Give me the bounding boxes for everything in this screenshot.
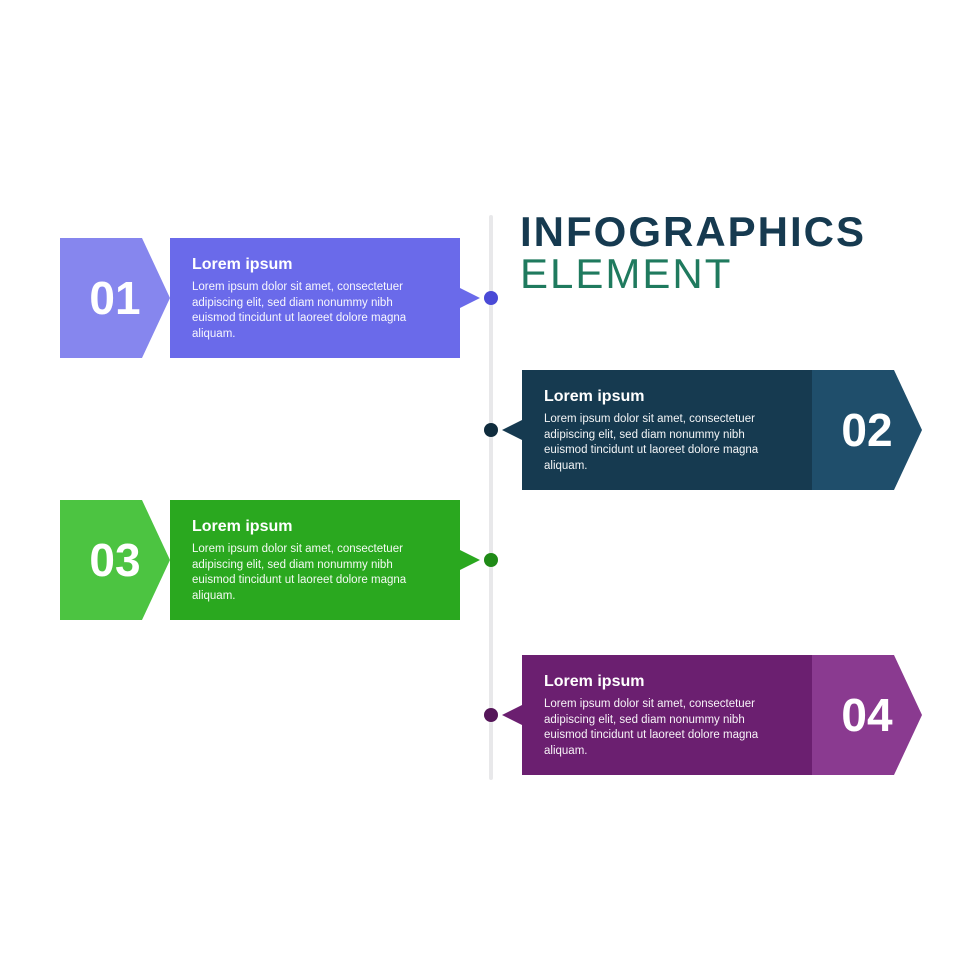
step-04-number: 04 <box>812 655 922 775</box>
step-03-number: 03 <box>60 500 170 620</box>
step-02-description: Lorem ipsum dolor sit amet, consectetuer… <box>544 412 790 474</box>
step-04-pointer-icon <box>502 705 522 725</box>
step-01-body: Lorem ipsum Lorem ipsum dolor sit amet, … <box>170 238 460 358</box>
step-02-heading: Lorem ipsum <box>544 388 790 406</box>
infographic-canvas: INFOGRAPHICS ELEMENT 01 Lorem ipsum Lore… <box>0 0 980 980</box>
step-01-dot <box>484 291 498 305</box>
step-01-description: Lorem ipsum dolor sit amet, consectetuer… <box>192 280 438 342</box>
step-03-body: Lorem ipsum Lorem ipsum dolor sit amet, … <box>170 500 460 620</box>
step-04-body: Lorem ipsum Lorem ipsum dolor sit amet, … <box>522 655 812 775</box>
step-01-heading: Lorem ipsum <box>192 256 438 274</box>
step-01-pointer-icon <box>460 288 480 308</box>
step-01-number: 01 <box>60 238 170 358</box>
step-02-body: Lorem ipsum Lorem ipsum dolor sit amet, … <box>522 370 812 490</box>
step-02-dot <box>484 423 498 437</box>
step-03-description: Lorem ipsum dolor sit amet, consectetuer… <box>192 542 438 604</box>
step-04-heading: Lorem ipsum <box>544 673 790 691</box>
step-02-pointer-icon <box>502 420 522 440</box>
step-04-description: Lorem ipsum dolor sit amet, consectetuer… <box>544 697 790 759</box>
step-03-pointer-icon <box>460 550 480 570</box>
step-03-dot <box>484 553 498 567</box>
step-02-number: 02 <box>812 370 922 490</box>
step-03-heading: Lorem ipsum <box>192 518 438 536</box>
step-04-dot <box>484 708 498 722</box>
